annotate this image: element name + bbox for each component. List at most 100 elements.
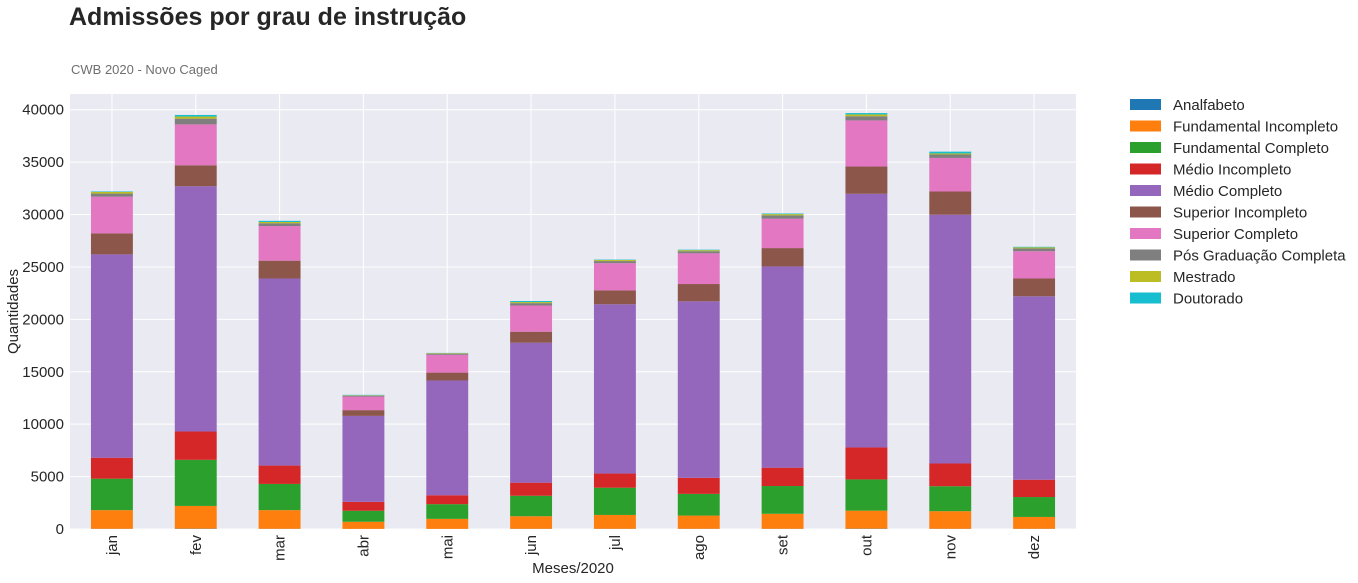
legend-swatch [1130,99,1161,110]
legend-swatch [1130,163,1161,175]
x-tick-label: out [858,534,875,556]
bar-abr-fundamental-incompleto [342,521,385,529]
bar-mar-fundamental-incompleto [258,510,301,529]
bar-set-superior-completo [761,218,804,249]
bar-jan-fundamental-incompleto [90,510,133,529]
bar-set-p-s-gradua-o-completa [761,215,804,219]
bar-dez-doutorado [1013,246,1056,248]
bar-set-fundamental-incompleto [761,513,804,529]
x-tick-label: jul [607,535,624,551]
bar-jun-fundamental-completo [510,495,553,517]
bar-mar-superior-incompleto [258,260,301,279]
bar-ago-doutorado [677,249,720,251]
y-axis-label: Quantidades [5,269,22,354]
bar-out-m-dio-incompleto [845,447,888,480]
bar-mai-fundamental-incompleto [426,518,469,529]
bars [90,113,1056,529]
bar-nov-mestrado [929,153,972,155]
bar-dez-fundamental-completo [1013,497,1056,517]
bar-jul-mestrado [593,260,636,262]
bar-dez-mestrado [1013,247,1056,249]
bar-ago-superior-incompleto [677,284,720,302]
x-tick-label: fev [188,535,205,556]
bar-fev-superior-completo [174,124,217,166]
bar-mar-m-dio-completo [258,278,301,466]
bar-set-m-dio-incompleto [761,467,804,487]
bar-ago-m-dio-incompleto [677,477,720,494]
bar-mai-m-dio-completo [426,380,469,496]
bar-jun-mestrado [510,302,553,304]
bar-out-superior-incompleto [845,166,888,194]
legend-label: Superior Completo [1173,226,1298,243]
bar-fev-m-dio-completo [174,186,217,432]
bar-set-fundamental-completo [761,486,804,514]
bar-jul-m-dio-completo [593,304,636,474]
bar-abr-fundamental-completo [342,510,385,522]
legend-item: Fundamental Completo [1130,140,1329,157]
bar-dez-superior-completo [1013,251,1056,279]
legend-swatch [1130,120,1161,132]
bar-nov-p-s-gradua-o-completa [929,154,972,158]
legend-label: Mestrado [1173,269,1236,286]
bar-dez-m-dio-completo [1013,296,1056,480]
bar-dez-superior-incompleto [1013,278,1056,297]
bar-fev-p-s-gradua-o-completa [174,118,217,125]
legend-item: Mestrado [1130,269,1236,286]
bar-mai-superior-completo [426,354,469,373]
x-tick-label: mar [272,535,289,561]
bar-jun-fundamental-incompleto [510,516,553,529]
bar-out-mestrado [845,114,888,117]
x-tick-label: mai [439,535,456,559]
chart-subtitle: CWB 2020 - Novo Caged [71,62,218,77]
y-tick-label: 0 [56,521,64,538]
legend-swatch [1130,228,1161,239]
bar-fev-mestrado [174,116,217,119]
bar-jul-p-s-gradua-o-completa [593,261,636,264]
bar-jun-m-dio-completo [510,342,553,483]
bar-set-mestrado [761,214,804,216]
x-tick-label: set [775,534,792,555]
bar-mai-m-dio-incompleto [426,495,469,505]
legend-swatch [1130,185,1161,196]
y-tick-labels: 0 5000 10000 15000 20000 25000 30000 35000 40000 [22,102,64,538]
x-tick-label: ago [691,535,708,560]
bar-fev-m-dio-incompleto [174,431,217,460]
legend-item: Superior Completo [1130,226,1298,243]
bar-abr-superior-completo [342,396,385,411]
legend-label: Fundamental Completo [1173,140,1329,157]
x-tick-label: nov [942,535,959,560]
bar-jan-m-dio-completo [90,254,133,458]
bar-ago-p-s-gradua-o-completa [677,251,720,254]
bar-out-fundamental-completo [845,479,888,511]
bar-jan-superior-incompleto [90,233,133,255]
bar-abr-superior-incompleto [342,410,385,416]
bar-out-superior-completo [845,120,888,167]
bar-mar-m-dio-incompleto [258,465,301,484]
bar-mar-superior-completo [258,226,301,261]
bar-out-doutorado [845,113,888,115]
bar-mai-superior-incompleto [426,372,469,381]
bar-ago-fundamental-completo [677,493,720,516]
y-tick-label: 40000 [22,102,64,119]
bar-dez-p-s-gradua-o-completa [1013,248,1056,252]
bar-set-doutorado [761,213,804,215]
bar-fev-fundamental-completo [174,459,217,506]
y-tick-label: 5000 [31,469,64,486]
y-tick-label: 35000 [22,154,64,171]
bar-jun-p-s-gradua-o-completa [510,303,553,306]
legend-swatch [1130,271,1161,282]
bar-jan-mestrado [90,192,133,194]
bar-jul-superior-completo [593,263,636,291]
bar-out-p-s-gradua-o-completa [845,116,888,121]
legend-item: Fundamental Incompleto [1130,119,1338,136]
legend-item: Doutorado [1130,291,1243,308]
bar-nov-doutorado [929,151,972,154]
bar-ago-m-dio-completo [677,301,720,478]
bar-jul-m-dio-incompleto [593,473,636,488]
bar-abr-m-dio-completo [342,415,385,502]
y-tick-label: 25000 [22,259,64,276]
x-axis-label: Meses/2020 [532,560,614,577]
bar-ago-fundamental-incompleto [677,515,720,529]
